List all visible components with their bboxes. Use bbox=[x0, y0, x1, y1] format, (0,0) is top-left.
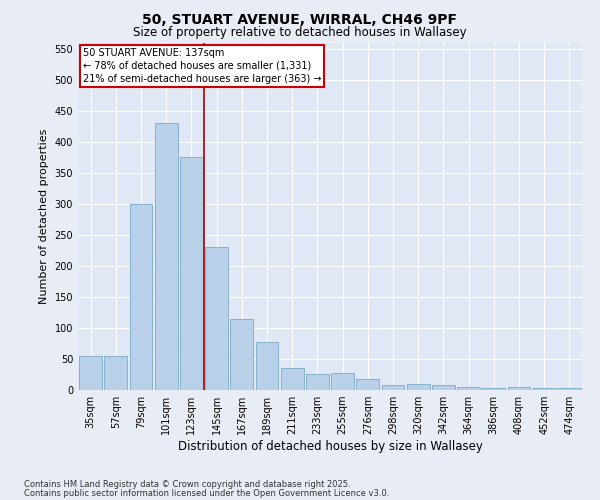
Bar bbox=[230, 318, 253, 390]
Bar bbox=[256, 342, 278, 390]
Bar bbox=[457, 387, 480, 390]
Bar bbox=[356, 380, 379, 390]
Bar bbox=[331, 373, 354, 390]
Y-axis label: Number of detached properties: Number of detached properties bbox=[39, 128, 49, 304]
Bar bbox=[155, 123, 178, 390]
Bar bbox=[533, 388, 556, 390]
Bar bbox=[432, 385, 455, 390]
Bar bbox=[180, 158, 203, 390]
Bar bbox=[558, 388, 581, 390]
Bar bbox=[482, 388, 505, 390]
Text: Size of property relative to detached houses in Wallasey: Size of property relative to detached ho… bbox=[133, 26, 467, 39]
Text: Contains public sector information licensed under the Open Government Licence v3: Contains public sector information licen… bbox=[24, 489, 389, 498]
Bar bbox=[281, 368, 304, 390]
Bar bbox=[130, 204, 152, 390]
Bar bbox=[104, 356, 127, 390]
Bar bbox=[306, 374, 329, 390]
Text: 50 STUART AVENUE: 137sqm
← 78% of detached houses are smaller (1,331)
21% of sem: 50 STUART AVENUE: 137sqm ← 78% of detach… bbox=[83, 48, 322, 84]
Bar bbox=[407, 384, 430, 390]
Bar bbox=[79, 356, 102, 390]
Bar bbox=[508, 387, 530, 390]
X-axis label: Distribution of detached houses by size in Wallasey: Distribution of detached houses by size … bbox=[178, 440, 482, 453]
Bar bbox=[205, 248, 228, 390]
Bar bbox=[382, 385, 404, 390]
Text: 50, STUART AVENUE, WIRRAL, CH46 9PF: 50, STUART AVENUE, WIRRAL, CH46 9PF bbox=[143, 12, 458, 26]
Text: Contains HM Land Registry data © Crown copyright and database right 2025.: Contains HM Land Registry data © Crown c… bbox=[24, 480, 350, 489]
